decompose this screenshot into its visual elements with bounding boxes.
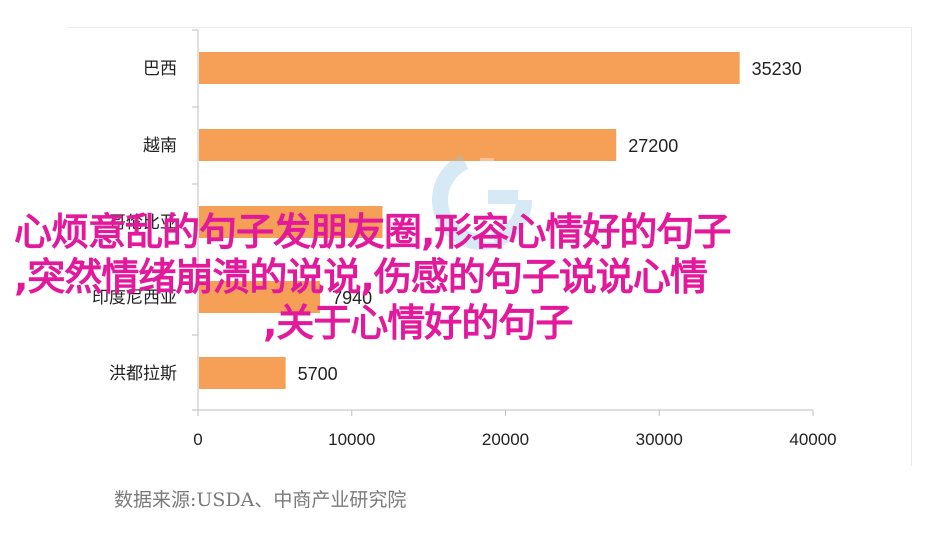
x-tick-label: 20000 xyxy=(482,430,529,449)
watermark-logo-icon xyxy=(432,150,532,250)
x-tick-label: 0 xyxy=(193,430,202,449)
bar xyxy=(199,52,740,84)
chart-border xyxy=(68,27,912,466)
category-label: 越南 xyxy=(143,136,177,156)
category-label: 巴西 xyxy=(143,59,177,79)
bar xyxy=(199,206,383,238)
data-label: 35230 xyxy=(752,59,802,79)
category-label: 哥伦比亚 xyxy=(109,213,177,233)
data-label: 7940 xyxy=(332,288,372,308)
category-label: 洪都拉斯 xyxy=(109,364,177,384)
overlay-headline-line-2: ,突然情绪崩溃的说说,伤感的句子说说心情 xyxy=(14,255,708,299)
x-tick-label: 40000 xyxy=(789,430,836,449)
bar xyxy=(199,129,617,161)
overlay-headline-line-3: ,关于心情好的句子 xyxy=(263,301,573,345)
bar xyxy=(199,357,286,389)
x-tick-label: 30000 xyxy=(636,430,683,449)
source-note: 数据来源:USDA、中商产业研究院 xyxy=(114,489,407,511)
data-label: 5700 xyxy=(298,364,338,384)
x-tick-label: 10000 xyxy=(328,430,375,449)
category-label: 印度尼西亚 xyxy=(92,288,177,308)
overlay-headline-line-1: 心烦意乱的句子发朋友圈,形容心情好的句子 xyxy=(14,210,731,254)
data-label: 27200 xyxy=(628,136,678,156)
bar xyxy=(199,281,321,313)
